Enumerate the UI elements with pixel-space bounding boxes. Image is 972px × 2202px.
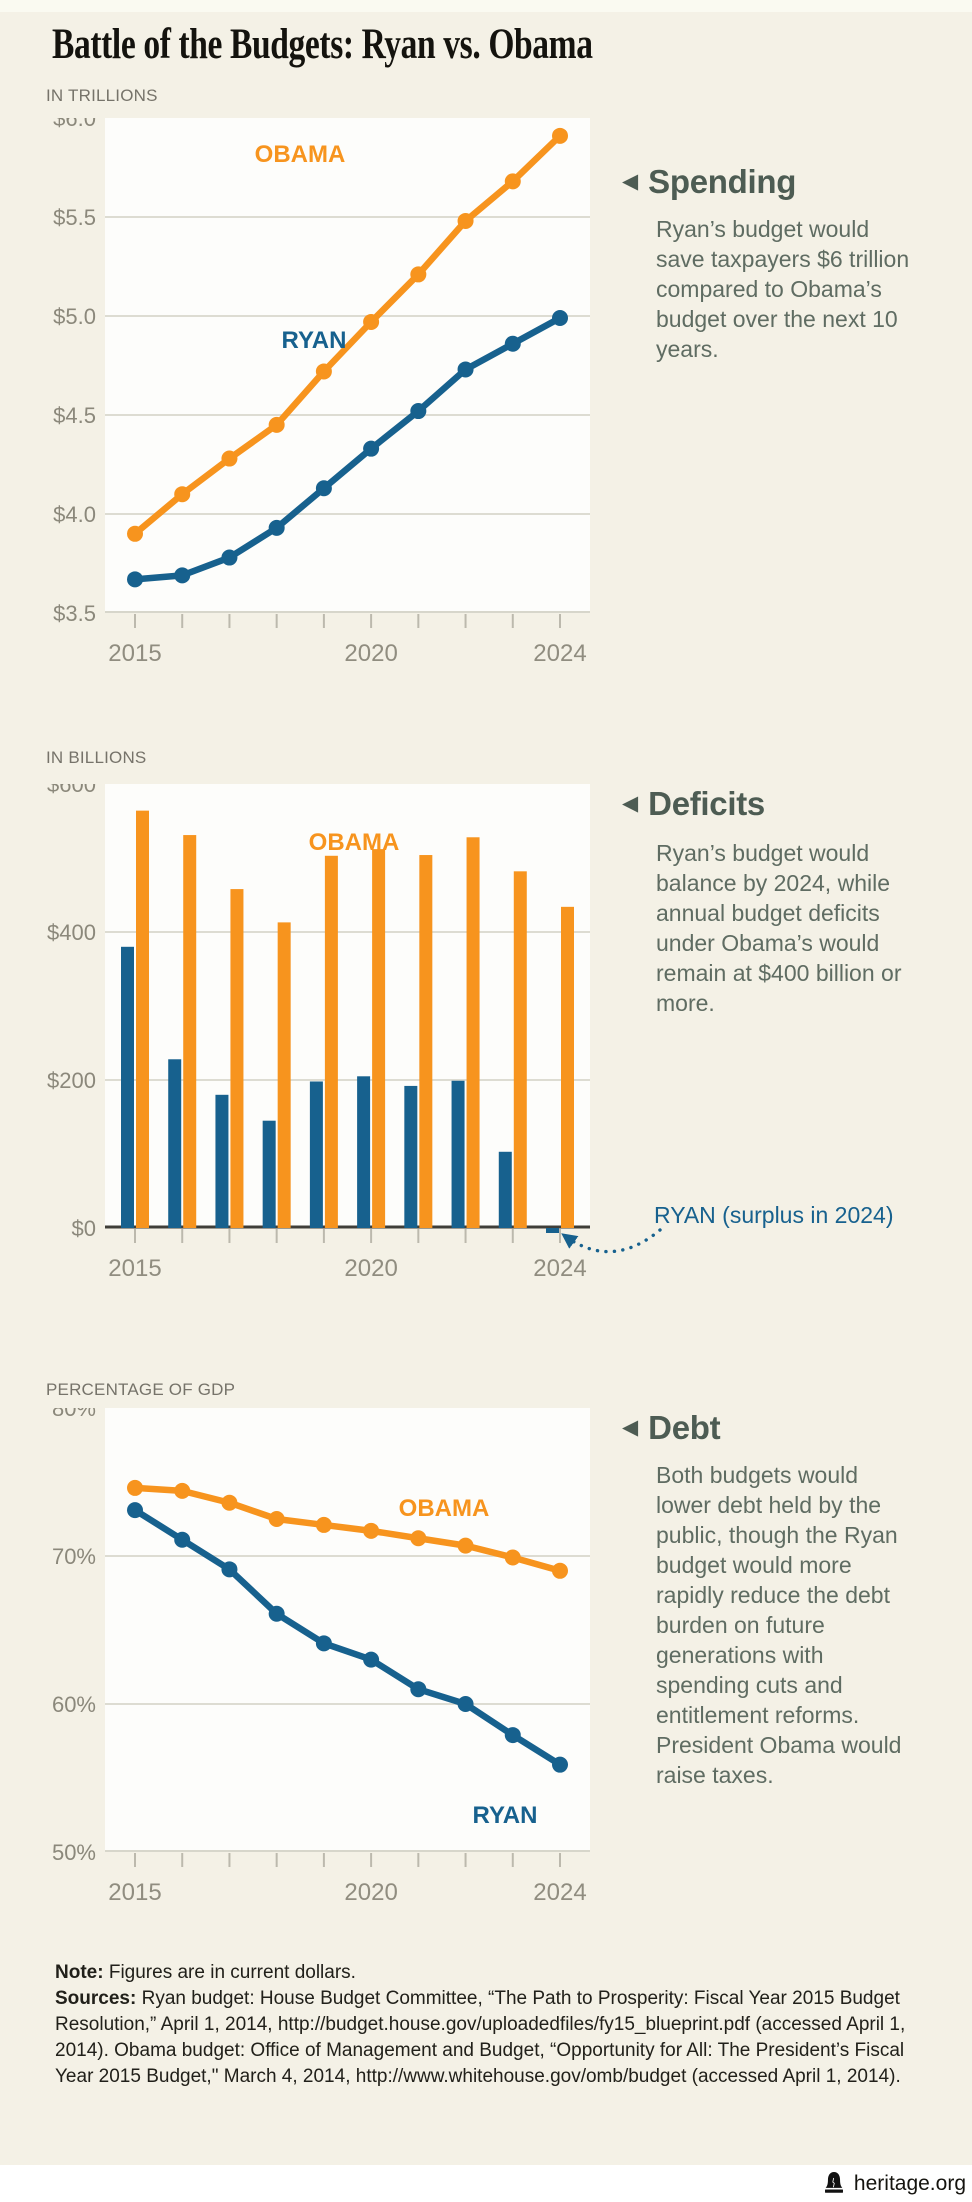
debt-heading: ◀ Debt [622, 1409, 721, 1446]
svg-text:$400: $400 [47, 920, 96, 945]
top-strip [0, 0, 972, 12]
liberty-bell-icon [824, 2172, 843, 2193]
svg-text:2020: 2020 [344, 1879, 397, 1906]
sources-label: Sources: [55, 1988, 137, 2009]
svg-text:OBAMA: OBAMA [309, 829, 400, 856]
spending-unit-label: IN TRILLIONS [46, 86, 158, 105]
brand-label: heritage.org [853, 2171, 966, 2195]
svg-text:2024: 2024 [533, 1879, 586, 1906]
deficits-bar-chart: $600 $400 $200 $0 2015 2020 2024 OBAMA [47, 784, 590, 1282]
spending-heading: ◀ Spending [622, 163, 797, 200]
svg-text:50%: 50% [52, 1840, 96, 1865]
left-triangle-icon: ◀ [622, 792, 639, 815]
sources-line: Sources: Ryan budget: House Budget Commi… [55, 1986, 943, 2090]
dotted-curved-arrow-icon [561, 1228, 662, 1254]
svg-text:2024: 2024 [533, 1255, 586, 1282]
note-line: Note: Figures are in current dollars. [55, 1960, 943, 1986]
svg-text:$600: $600 [47, 784, 96, 797]
sources-text: Ryan budget: House Budget Committee, “Th… [55, 1988, 906, 2087]
svg-text:$5.0: $5.0 [53, 304, 96, 329]
brand-strip: heritage.org [0, 2165, 972, 2202]
debt-unit-label: PERCENTAGE OF GDP [46, 1380, 236, 1399]
svg-text:OBAMA: OBAMA [255, 141, 346, 168]
deficits-heading-text: Deficits [648, 785, 765, 822]
spending-body-text: Ryan’s budget would save taxpayers $6 tr… [656, 216, 910, 362]
svg-text:$0: $0 [72, 1216, 96, 1241]
svg-text:OBAMA: OBAMA [399, 1495, 490, 1522]
debt-heading-text: Debt [648, 1409, 721, 1446]
deficits-body-text: Ryan’s budget would balance by 2024, whi… [656, 840, 902, 1016]
svg-text:$4.5: $4.5 [53, 403, 96, 428]
note-text: Figures are in current dollars. [108, 1962, 356, 1983]
left-triangle-icon: ◀ [622, 1416, 639, 1439]
svg-text:$4.0: $4.0 [53, 502, 96, 527]
deficits-unit-label: IN BILLIONS [46, 748, 147, 767]
deficits-heading: ◀ Deficits [622, 785, 765, 822]
svg-text:70%: 70% [52, 1544, 96, 1569]
svg-text:2015: 2015 [108, 640, 161, 667]
ryan-surplus-annotation: RYAN (surplus in 2024) [654, 1202, 894, 1228]
svg-text:2020: 2020 [344, 1255, 397, 1282]
svg-text:2015: 2015 [108, 1879, 161, 1906]
svg-text:2020: 2020 [344, 640, 397, 667]
svg-text:$200: $200 [47, 1068, 96, 1093]
svg-text:80%: 80% [52, 1408, 96, 1421]
footnotes: Note: Figures are in current dollars. So… [55, 1960, 943, 2090]
spending-heading-text: Spending [648, 163, 797, 200]
svg-text:60%: 60% [52, 1692, 96, 1717]
debt-body-text: Both budgets would lower debt held by th… [656, 1462, 902, 1788]
page-title: Battle of the Budgets: Ryan vs. Obama [52, 21, 593, 68]
svg-text:2024: 2024 [533, 640, 586, 667]
svg-text:2015: 2015 [108, 1255, 161, 1282]
svg-text:RYAN: RYAN [473, 1802, 538, 1829]
debt-line-chart: 80% 70% 60% 50% 2015 2020 2024 OBAMA RYAN [52, 1408, 590, 1906]
svg-text:$3.5: $3.5 [53, 601, 96, 626]
spending-line-chart: $6.0 $5.5 $5.0 $4.5 $4.0 $3.5 2015 2020 2024 OBAM… [53, 118, 590, 667]
svg-text:$5.5: $5.5 [53, 205, 96, 230]
svg-text:$6.0: $6.0 [53, 118, 96, 131]
note-label: Note: [55, 1962, 104, 1983]
svg-text:RYAN: RYAN [282, 327, 347, 354]
left-triangle-icon: ◀ [622, 170, 639, 193]
